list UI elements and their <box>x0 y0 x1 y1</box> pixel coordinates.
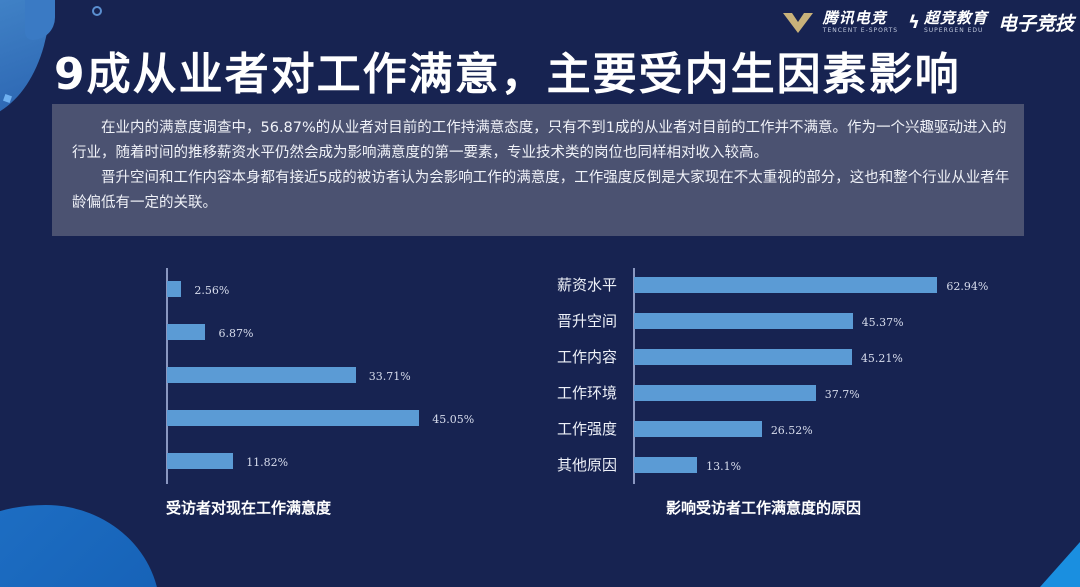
bar <box>634 313 853 329</box>
bar <box>634 385 816 401</box>
value-label: 45.05% <box>432 413 475 426</box>
y-axis-line <box>166 268 168 484</box>
value-label: 26.52% <box>770 424 813 437</box>
bar <box>634 457 698 473</box>
esports-logo: 电子竞技 <box>997 12 1074 35</box>
logo-subtext: TENCENT E-SPORTS <box>822 26 899 34</box>
tencent-esports-logo-icon <box>782 11 813 33</box>
value-label: 45.37% <box>861 316 904 329</box>
value-label: 62.94% <box>946 280 989 293</box>
bar <box>167 324 206 340</box>
page-title: 9成从业者对工作满意，主要受内生因素影响 <box>54 49 961 100</box>
logo-text: 腾讯电竞 <box>822 8 887 27</box>
category-label: 工作内容 <box>556 348 617 366</box>
chart-title: 影响受访者工作满意度的原因 <box>666 499 862 517</box>
category-label: 工作环境 <box>556 384 617 402</box>
summary-box: 在业内的满意度调查中，56.87%的从业者对目前的工作持满意态度，只有不到1成的… <box>52 104 1024 236</box>
logo-text: 超竞教育 <box>923 8 988 27</box>
value-label: 2.56% <box>194 284 230 297</box>
bar <box>634 421 762 437</box>
category-label: 工作强度 <box>556 420 617 438</box>
value-label: 6.87% <box>218 327 254 340</box>
brand-logos: 腾讯电竞 TENCENT E-SPORTS ϟ 超竞教育 SUPERGEN ED… <box>782 6 1074 38</box>
decorative-triangle-bottom-right <box>1040 542 1080 587</box>
value-label: 11.82% <box>246 456 289 469</box>
bar <box>167 367 356 383</box>
bar <box>634 349 852 365</box>
bar <box>167 410 420 426</box>
satisfaction-bar-chart: 非常不满意2.56%不太满意6.87%一般33.71%比较满意45.05%非常满… <box>166 268 475 484</box>
value-label: 45.21% <box>860 352 903 365</box>
category-label: 晋升空间 <box>556 312 617 330</box>
bar <box>167 453 234 469</box>
supergen-edu-logo: 超竞教育 SUPERGEN EDU <box>923 8 988 34</box>
value-label: 37.7% <box>824 388 860 401</box>
value-label: 33.71% <box>368 370 411 383</box>
category-label: 其他原因 <box>556 456 617 474</box>
value-label: 13.1% <box>706 460 742 473</box>
summary-paragraph: 在业内的满意度调查中，56.87%的从业者对目前的工作持满意态度，只有不到1成的… <box>72 120 1007 161</box>
lightning-bolt-icon: ϟ <box>908 11 920 33</box>
chart-title: 受访者对现在工作满意度 <box>166 499 332 517</box>
bar <box>167 281 182 297</box>
tencent-esports-logo: 腾讯电竞 TENCENT E-SPORTS <box>822 8 899 34</box>
decorative-ring-icon <box>92 6 102 16</box>
bar <box>634 277 938 293</box>
summary-paragraph: 晋升空间和工作内容本身都有接近5成的被访者认为会影响工作的满意度，工作强度反倒是… <box>72 170 1010 211</box>
category-label: 薪资水平 <box>556 276 617 294</box>
y-axis-line <box>633 268 635 484</box>
logo-subtext: SUPERGEN EDU <box>923 26 984 34</box>
